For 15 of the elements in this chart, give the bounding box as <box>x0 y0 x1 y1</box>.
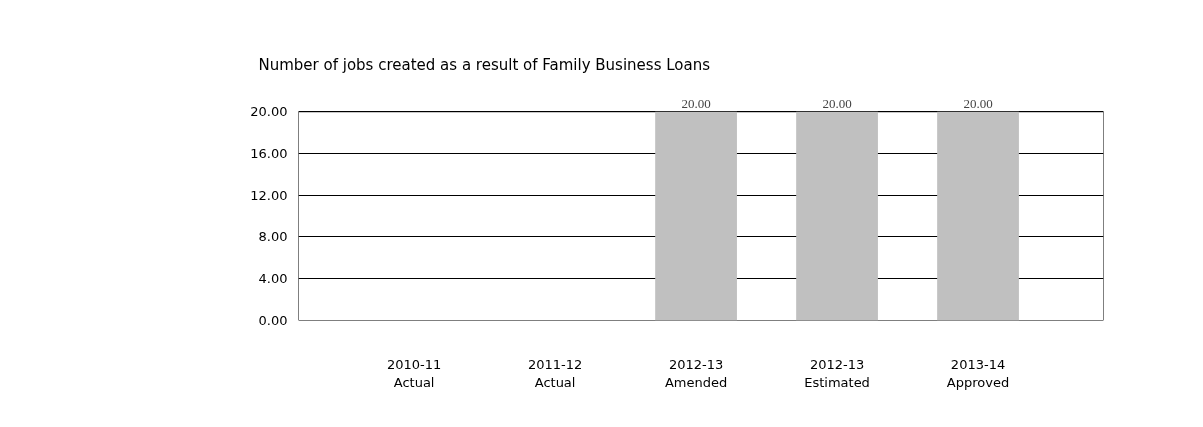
x-tick-label: 2012-13 Estimated <box>804 356 870 390</box>
data-label: 20.00 <box>963 95 993 111</box>
x-tick-label: 2012-13 Amended <box>664 356 728 390</box>
y-tick-label: 16.00 <box>250 145 288 161</box>
chart-title: Number of jobs created as a result of Family Business Loans <box>258 55 711 74</box>
data-label: 20.00 <box>822 95 852 111</box>
y-tick-label: 4.00 <box>258 271 288 287</box>
y-tick-label: 0.00 <box>258 313 288 328</box>
x-tick-label: 2013-14 Approved <box>946 356 1010 390</box>
x-tick-label: 2011-12 Actual <box>527 356 583 390</box>
x-tick-label: 2010-11 Actual <box>386 356 442 390</box>
y-tick-label: 8.00 <box>258 229 288 245</box>
y-tick-label: 20.00 <box>250 104 288 120</box>
data-label: 20.00 <box>681 95 711 111</box>
y-tick-label: 12.00 <box>250 187 288 203</box>
